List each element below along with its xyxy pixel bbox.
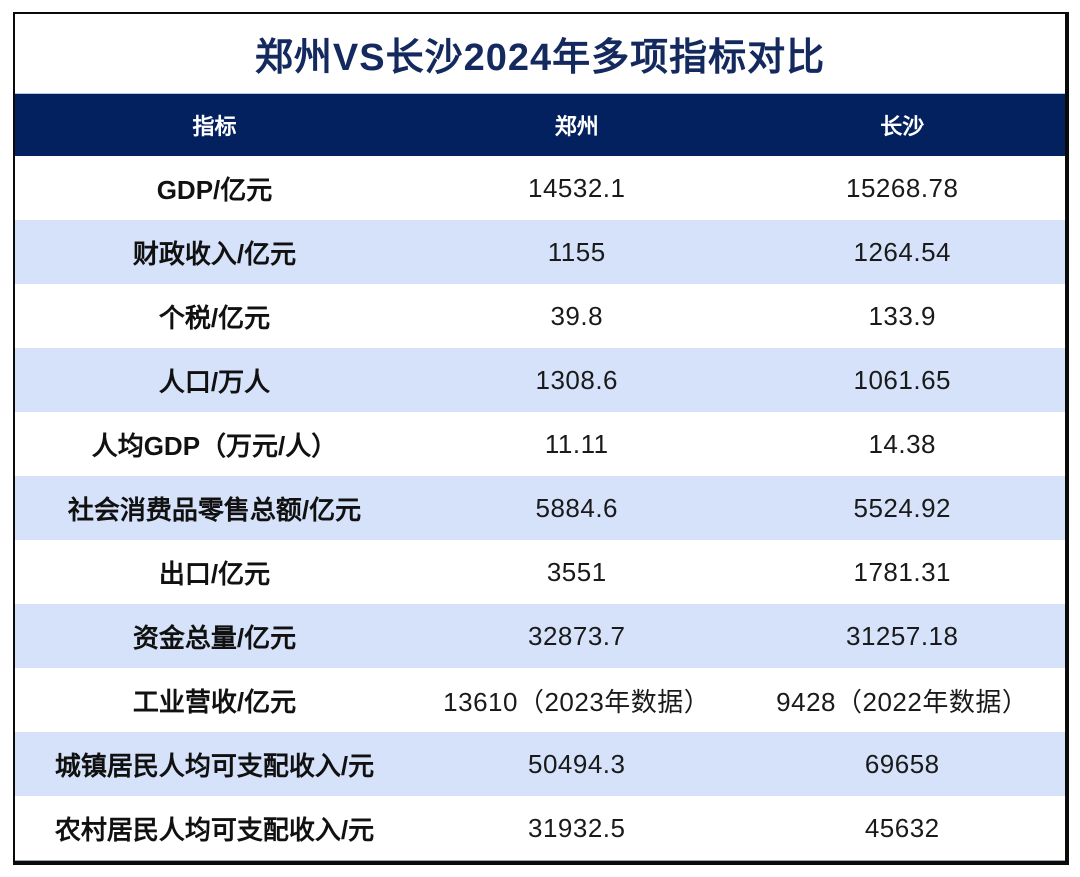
table-row: 出口/亿元 3551 1781.31 bbox=[15, 540, 1065, 604]
zhengzhou-value-cell: 3551 bbox=[546, 556, 607, 587]
zhengzhou-value-cell: 1308.6 bbox=[535, 364, 619, 395]
table-header-row: 指标 郑州 长沙 bbox=[15, 93, 1065, 156]
table-row: 个税/亿元 39.8 133.9 bbox=[15, 284, 1065, 348]
table-body: GDP/亿元 14532.1 15268.78 财政收入/亿元 1155 126… bbox=[15, 156, 1065, 861]
page-title: 郑州VS长沙2024年多项指标对比 bbox=[254, 37, 826, 79]
indicator-cell: 农村居民人均可支配收入/元 bbox=[54, 814, 375, 845]
column-header-zhengzhou: 郑州 bbox=[554, 114, 599, 139]
changsha-value-cell: 31257.18 bbox=[846, 620, 959, 651]
indicator-cell: 财政收入/亿元 bbox=[132, 238, 297, 269]
zhengzhou-value-cell: 31932.5 bbox=[528, 812, 626, 843]
table-row: 资金总量/亿元 32873.7 31257.18 bbox=[15, 604, 1065, 668]
indicator-cell: 人口/万人 bbox=[158, 366, 271, 397]
changsha-value-cell: 15268.78 bbox=[846, 172, 959, 203]
changsha-value-cell: 9428（2022年数据） bbox=[776, 686, 1029, 717]
indicator-cell: 人均GDP（万元/人） bbox=[91, 430, 338, 461]
table-row: 人口/万人 1308.6 1061.65 bbox=[15, 348, 1065, 412]
column-header-changsha: 长沙 bbox=[880, 114, 925, 139]
table-row: GDP/亿元 14532.1 15268.78 bbox=[15, 156, 1065, 220]
comparison-table: 郑州VS长沙2024年多项指标对比 指标 郑州 长沙 GDP/亿元 14532.… bbox=[13, 12, 1069, 865]
table-row: 社会消费品零售总额/亿元 5884.6 5524.92 bbox=[15, 476, 1065, 540]
indicator-cell: 资金总量/亿元 bbox=[132, 622, 297, 653]
table-row: 农村居民人均可支配收入/元 31932.5 45632 bbox=[15, 796, 1065, 860]
zhengzhou-value-cell: 39.8 bbox=[550, 300, 604, 331]
table-row: 工业营收/亿元 13610（2023年数据） 9428（2022年数据） bbox=[15, 668, 1065, 732]
changsha-value-cell: 5524.92 bbox=[853, 492, 951, 523]
changsha-value-cell: 1061.65 bbox=[853, 364, 951, 395]
zhengzhou-value-cell: 14532.1 bbox=[528, 172, 626, 203]
indicator-cell: 工业营收/亿元 bbox=[132, 686, 297, 717]
changsha-value-cell: 1781.31 bbox=[853, 556, 951, 587]
changsha-value-cell: 133.9 bbox=[868, 300, 937, 331]
table-row: 人均GDP（万元/人） 11.11 14.38 bbox=[15, 412, 1065, 476]
changsha-value-cell: 45632 bbox=[864, 812, 940, 843]
zhengzhou-value-cell: 32873.7 bbox=[528, 620, 626, 651]
indicator-cell: 社会消费品零售总额/亿元 bbox=[67, 494, 362, 525]
table-row: 城镇居民人均可支配收入/元 50494.3 69658 bbox=[15, 732, 1065, 796]
indicator-cell: 出口/亿元 bbox=[158, 558, 271, 589]
changsha-value-cell: 1264.54 bbox=[853, 236, 951, 267]
indicator-cell: GDP/亿元 bbox=[156, 174, 273, 205]
zhengzhou-value-cell: 13610（2023年数据） bbox=[443, 686, 711, 717]
indicator-cell: 个税/亿元 bbox=[158, 302, 271, 333]
zhengzhou-value-cell: 11.11 bbox=[544, 428, 609, 459]
zhengzhou-value-cell: 50494.3 bbox=[528, 748, 626, 779]
table-row: 财政收入/亿元 1155 1264.54 bbox=[15, 220, 1065, 284]
zhengzhou-value-cell: 5884.6 bbox=[535, 492, 619, 523]
title-bar: 郑州VS长沙2024年多项指标对比 bbox=[15, 14, 1065, 93]
column-header-indicator: 指标 bbox=[192, 114, 237, 139]
zhengzhou-value-cell: 1155 bbox=[547, 236, 606, 267]
changsha-value-cell: 14.38 bbox=[868, 428, 937, 459]
indicator-cell: 城镇居民人均可支配收入/元 bbox=[54, 750, 375, 781]
changsha-value-cell: 69658 bbox=[864, 748, 940, 779]
